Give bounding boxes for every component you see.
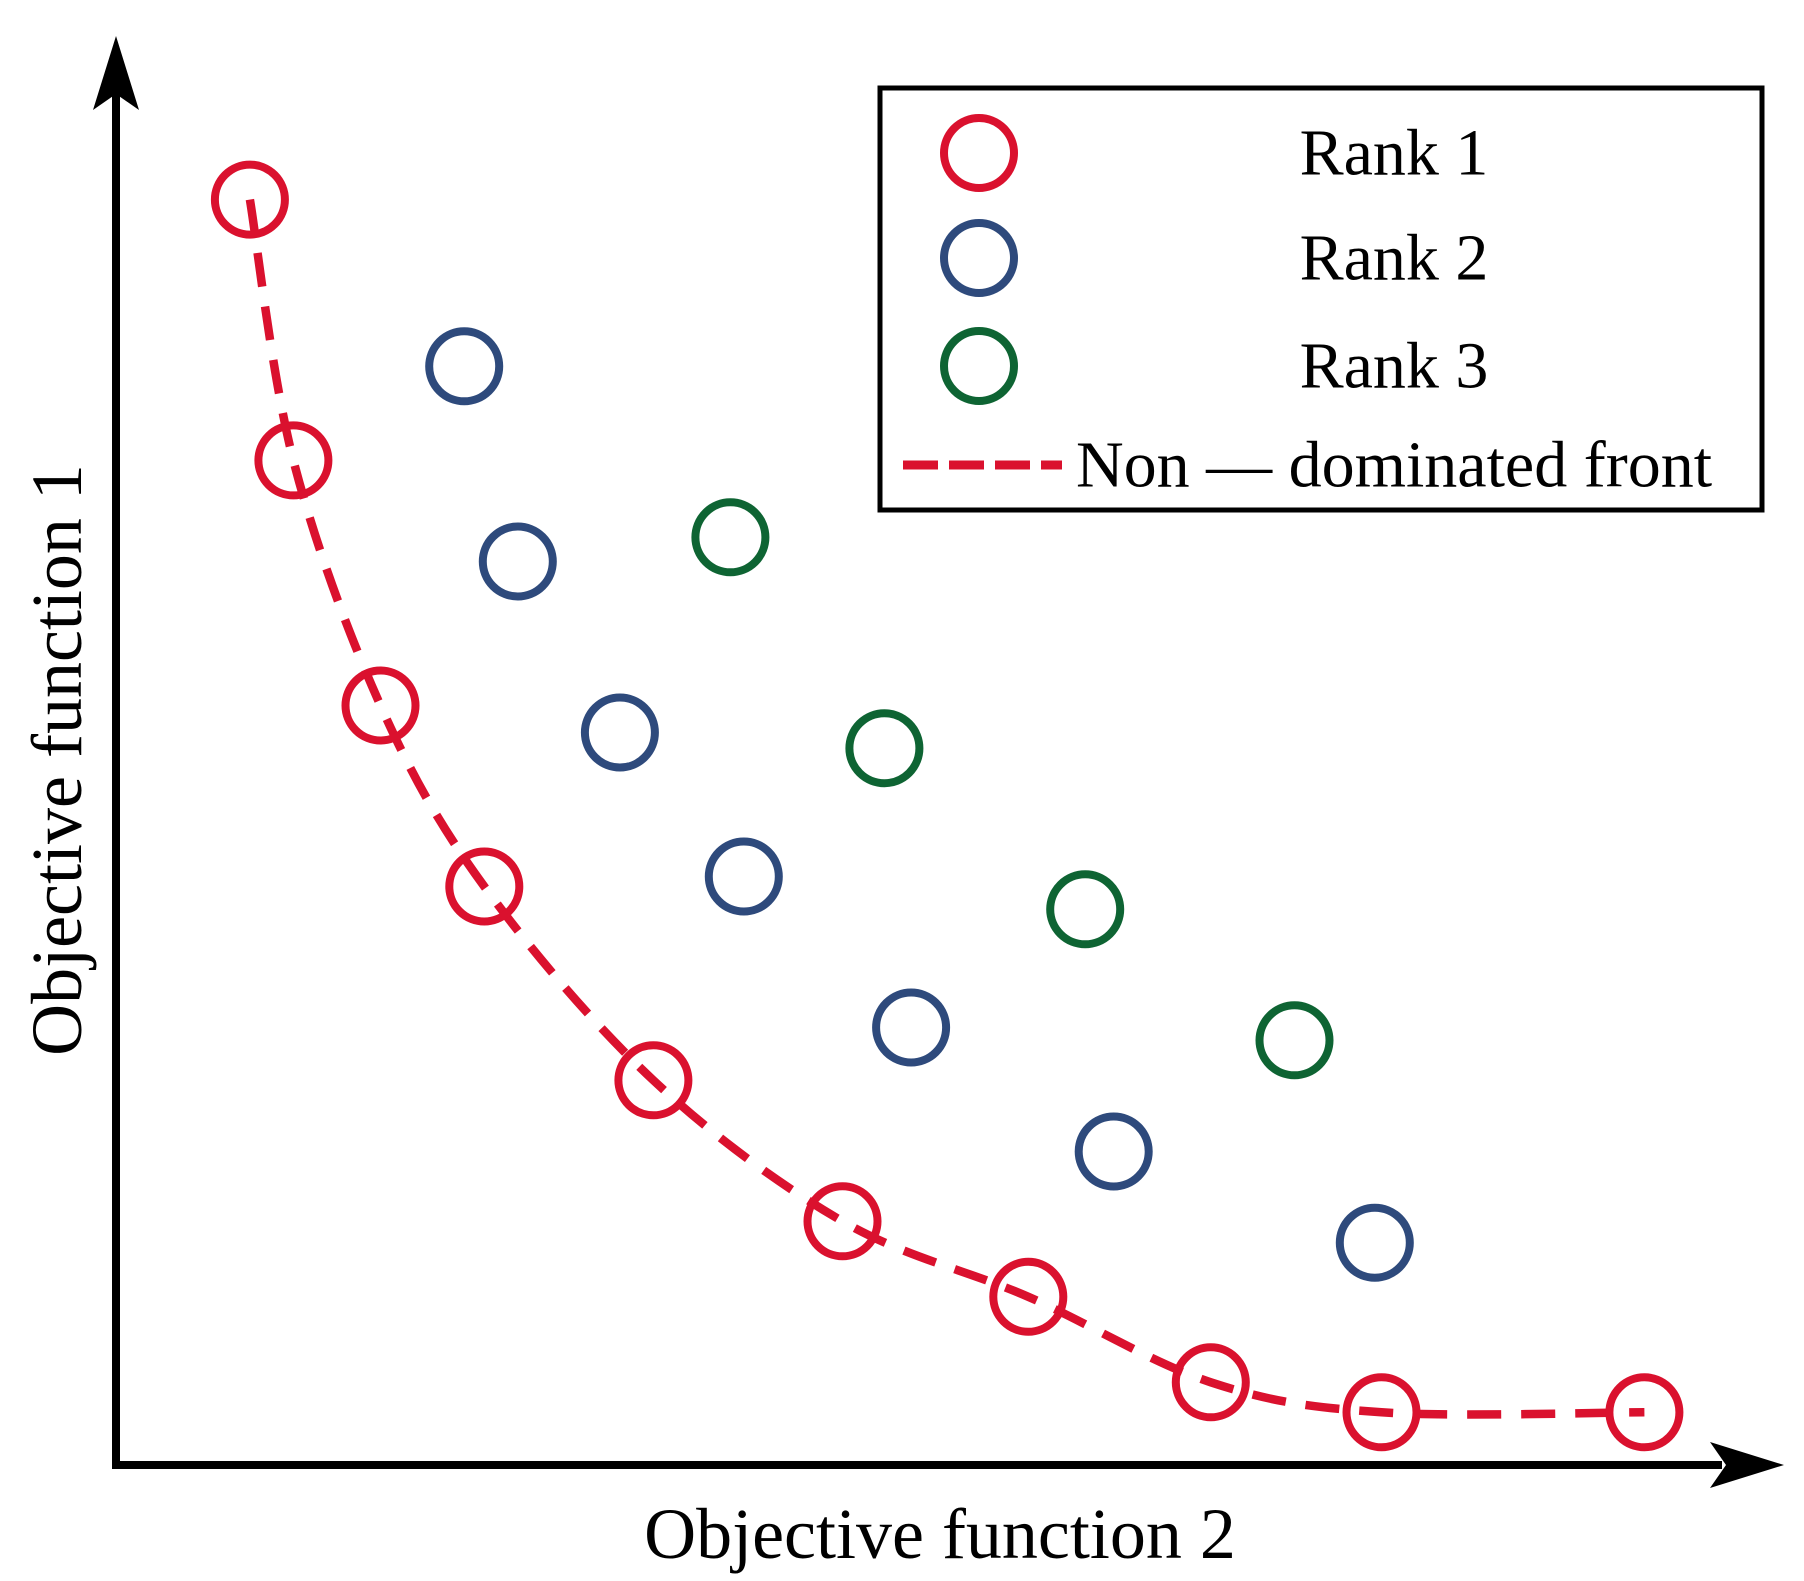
data-point-rank1	[341, 666, 420, 745]
data-point-rank1	[254, 421, 333, 500]
data-point-rank2	[872, 988, 951, 1067]
x-axis-arrow-icon	[1710, 1442, 1784, 1488]
data-point-rank3	[845, 709, 924, 788]
data-point-rank2	[478, 522, 557, 601]
legend-label-rank1: Rank 1	[1300, 117, 1489, 190]
data-point-rank1	[989, 1257, 1068, 1336]
data-point-rank2	[425, 327, 504, 406]
data-point-rank2	[1335, 1203, 1414, 1282]
legend-marker-rank3-circle-icon	[940, 327, 1018, 405]
legend-box	[877, 85, 1765, 513]
legend-marker-rank2-circle-icon	[940, 219, 1018, 297]
data-point-rank2	[1074, 1112, 1153, 1191]
data-point-rank1	[1171, 1343, 1250, 1422]
x-axis-label: Objective function 2	[644, 1494, 1236, 1574]
data-point-rank3	[1255, 1001, 1334, 1080]
legend-label-rank3: Rank 3	[1300, 330, 1489, 403]
legend-marker-rank1-circle-icon	[940, 114, 1018, 192]
legend-label-front: Non — dominated front	[1076, 429, 1712, 502]
plot-points	[210, 160, 1684, 1452]
data-point-rank3	[691, 498, 770, 577]
data-point-rank1	[445, 847, 524, 926]
data-point-rank1	[210, 160, 289, 239]
data-point-rank1	[614, 1041, 693, 1120]
y-axis-label: Objective function 1	[17, 464, 97, 1056]
data-point-rank2	[704, 837, 783, 916]
data-point-rank3	[1046, 870, 1125, 949]
axes	[93, 36, 1784, 1488]
legend: Rank 1 Rank 2 Rank 3 Non — dominated fro…	[877, 85, 1765, 513]
y-axis-arrow-icon	[93, 36, 139, 110]
data-point-rank2	[580, 693, 659, 772]
data-point-rank1	[1342, 1373, 1421, 1452]
data-point-rank1	[803, 1182, 882, 1261]
data-point-rank1	[1605, 1373, 1684, 1452]
legend-label-rank2: Rank 2	[1300, 222, 1489, 295]
